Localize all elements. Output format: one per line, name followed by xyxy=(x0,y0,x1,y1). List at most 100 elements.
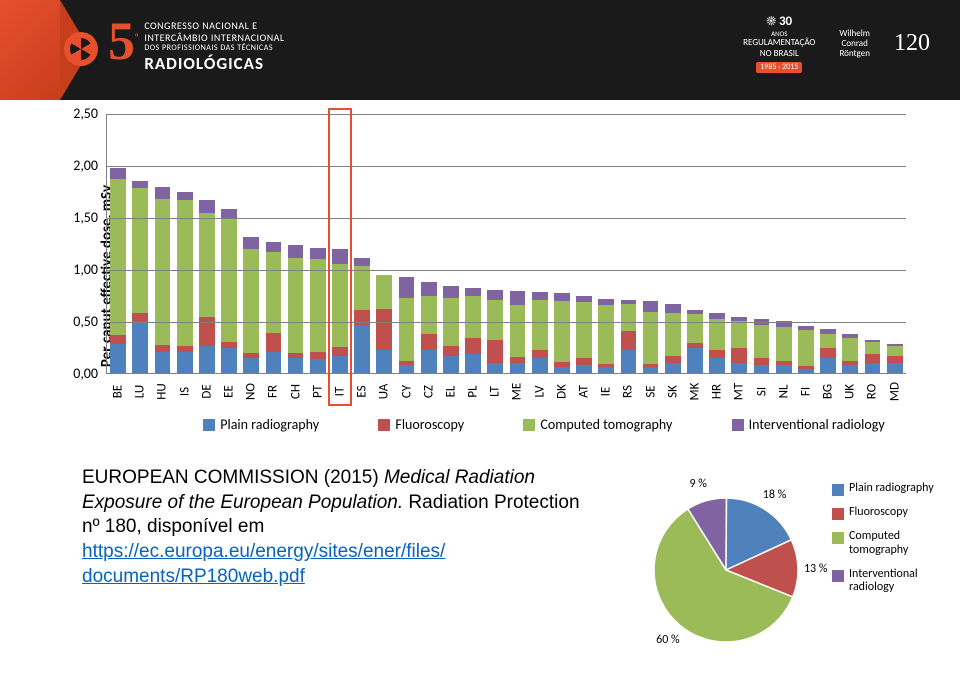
pie-slice-label: 60 % xyxy=(656,633,679,647)
bar-column: CY xyxy=(395,114,417,373)
bar-stack xyxy=(665,304,681,373)
bar-segment xyxy=(376,275,392,308)
legend-label: Fluoroscopy xyxy=(395,416,464,433)
bar-category-label: IS xyxy=(177,387,192,396)
bar-segment xyxy=(155,187,171,199)
bar-column: SK xyxy=(662,114,684,373)
legend-label: Plain radiography xyxy=(849,482,934,496)
bar-column: ES xyxy=(351,114,373,373)
bar-segment xyxy=(665,363,681,373)
legend-swatch xyxy=(832,570,844,582)
citation-prefix: EUROPEAN COMMISSION (2015) xyxy=(82,467,384,488)
bar-segment xyxy=(376,350,392,373)
bar-segment xyxy=(266,333,282,352)
legend-label: Interventional radiology xyxy=(749,416,885,433)
bar-segment xyxy=(266,352,282,373)
header-banner: 5º CONGRESSO NACIONAL E INTERCÂMBIO INTE… xyxy=(0,0,960,100)
bar-segment xyxy=(288,258,304,354)
rontgen-120: 120 xyxy=(894,30,930,56)
bar-category-label: FI xyxy=(798,387,813,396)
bar-column: NL xyxy=(773,114,795,373)
bar-category-label: EL xyxy=(443,386,458,398)
bar-segment xyxy=(243,358,259,373)
citation-link-2[interactable]: documents/RP180web.pdf xyxy=(82,566,305,587)
bar-category-label: BG xyxy=(821,384,836,399)
bar-segment xyxy=(842,338,858,361)
bar-stack xyxy=(199,200,215,373)
bar-segment xyxy=(776,327,792,360)
y-tick: 2,50 xyxy=(73,105,98,122)
bar-stack xyxy=(177,192,193,373)
bar-column: RS xyxy=(617,114,639,373)
bar-segment xyxy=(421,334,437,351)
citation-link-1[interactable]: https://ec.europa.eu/energy/sites/ener/f… xyxy=(82,541,445,562)
bar-segment xyxy=(487,363,503,373)
legend-label: Computed tomography xyxy=(540,416,672,433)
legend-item: Computed tomography xyxy=(523,416,672,433)
bar-stack xyxy=(332,249,348,373)
bar-stack xyxy=(465,288,481,373)
bar-category-label: CZ xyxy=(421,385,436,398)
bar-category-label: IE xyxy=(599,387,614,397)
bar-column: FI xyxy=(795,114,817,373)
bar-category-label: SK xyxy=(665,385,680,398)
y-tick: 1,50 xyxy=(73,209,98,226)
bar-column: CZ xyxy=(418,114,440,373)
bar-segment xyxy=(798,369,814,373)
bar-segment xyxy=(621,304,637,331)
bar-column: PL xyxy=(462,114,484,373)
bar-segment xyxy=(687,314,703,343)
bar-stack xyxy=(621,300,637,373)
bar-column: IE xyxy=(595,114,617,373)
bar-segment xyxy=(465,288,481,296)
bar-segment xyxy=(554,301,570,361)
bar-stack xyxy=(554,293,570,373)
bar-column: AT xyxy=(573,114,595,373)
bar-segment xyxy=(621,350,637,373)
bar-column: LT xyxy=(484,114,506,373)
bar-segment xyxy=(465,296,481,338)
bar-segment xyxy=(177,200,193,346)
bar-segment xyxy=(865,354,881,362)
bar-column: RO xyxy=(861,114,883,373)
bar-segment xyxy=(554,293,570,301)
bar-segment xyxy=(820,358,836,373)
bar-column: MD xyxy=(884,114,906,373)
gridline xyxy=(107,114,906,115)
bar-segment xyxy=(820,334,836,349)
bar-segment xyxy=(842,365,858,373)
legend-item: Interventional radiology xyxy=(732,416,885,433)
bar-column: MK xyxy=(684,114,706,373)
bar-segment xyxy=(177,352,193,373)
bar-segment xyxy=(643,301,659,311)
bar-segment xyxy=(310,352,326,359)
pie-legend-item: Interventional radiology xyxy=(832,568,936,596)
bar-column: CH xyxy=(285,114,307,373)
bar-category-label: RO xyxy=(865,384,880,400)
y-tick: 0,00 xyxy=(73,365,98,382)
bar-chart-legend: Plain radiographyFluoroscopyComputed tom… xyxy=(144,416,944,433)
bar-segment xyxy=(665,304,681,312)
pie-legend-item: Fluoroscopy xyxy=(832,506,936,520)
bar-segment xyxy=(576,365,592,373)
bar-segment xyxy=(243,237,259,249)
bar-segment xyxy=(465,338,481,355)
bar-stack xyxy=(310,248,326,373)
bar-segment xyxy=(155,199,171,345)
bar-stack xyxy=(421,282,437,373)
bar-segment xyxy=(487,290,503,300)
bar-stack xyxy=(288,245,304,373)
legend-item: Fluoroscopy xyxy=(378,416,464,433)
bar-segment xyxy=(598,367,614,373)
bar-column: DK xyxy=(551,114,573,373)
pie-slice-label: 18 % xyxy=(763,488,786,502)
bar-column: IT xyxy=(329,114,351,373)
bar-segment xyxy=(731,348,747,363)
bar-stack xyxy=(842,334,858,374)
bar-segment xyxy=(709,358,725,373)
gridline xyxy=(107,270,906,271)
bar-stack xyxy=(887,344,903,373)
bar-stack xyxy=(487,290,503,373)
bar-segment xyxy=(221,348,237,373)
bar-segment xyxy=(465,354,481,373)
